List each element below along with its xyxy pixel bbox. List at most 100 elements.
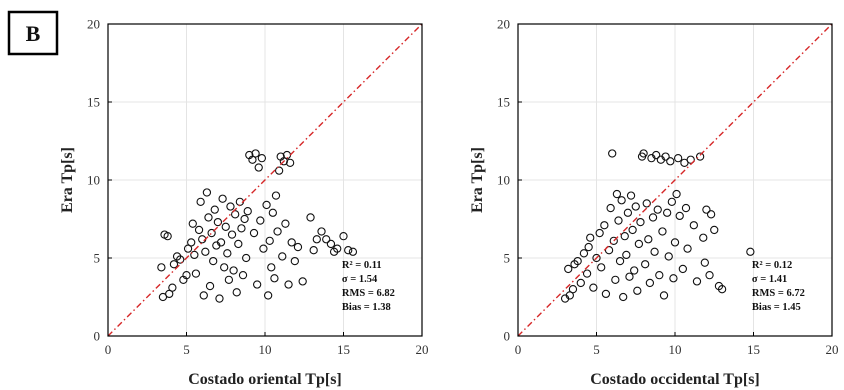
left-data-point-57	[262, 200, 271, 210]
right-data-point-22	[612, 189, 622, 199]
right-data-point-73	[710, 225, 719, 235]
right-data-point-31	[626, 191, 636, 200]
left-y-tick-label-0: 0	[94, 329, 101, 344]
left-data-point-58	[263, 291, 273, 300]
right-x-tick-label-2: 10	[669, 342, 682, 357]
left-data-point-32	[220, 263, 229, 272]
left-data-point-19	[199, 291, 208, 300]
right-data-point-14	[597, 263, 606, 272]
left-data-point-8	[176, 255, 185, 264]
left-data-point-85	[348, 247, 358, 256]
right-data-point-37	[636, 217, 645, 227]
left-data-point-29	[215, 294, 224, 303]
left-data-point-53	[249, 228, 259, 238]
left-data-point-87	[312, 235, 321, 244]
left-data-point-28	[213, 217, 223, 227]
left-data-point-52	[257, 154, 267, 163]
right-data-point-62	[678, 264, 687, 274]
right-data-point-56	[666, 157, 675, 166]
left-data-point-45	[240, 214, 249, 224]
right-data-point-35	[633, 286, 642, 295]
right-data-point-1	[564, 264, 573, 274]
right-data-point-36	[634, 239, 644, 249]
right-data-point-27	[620, 232, 629, 241]
left-data-point-54	[252, 280, 262, 289]
right-data-point-30	[625, 272, 634, 281]
panel-tag-label: B	[26, 21, 41, 46]
left-data-point-34	[223, 249, 232, 258]
left-data-point-50	[251, 149, 260, 158]
right-data-point-41	[642, 199, 651, 208]
right-x-tick-label-3: 15	[747, 342, 760, 357]
left-data-point-1	[163, 232, 172, 241]
right-data-point-75	[717, 285, 727, 294]
right-x-tick-label-0: 0	[515, 342, 522, 357]
right-data-point-45	[648, 213, 658, 222]
right-data-point-20	[609, 236, 618, 245]
left-data-point-78	[309, 246, 318, 255]
right-data-point-76	[746, 247, 755, 256]
right-data-point-26	[619, 292, 628, 302]
left-y-tick-label-1: 5	[94, 251, 101, 266]
right-data-point-23	[614, 216, 623, 225]
right-data-point-42	[644, 235, 653, 244]
right-data-point-71	[702, 205, 711, 214]
left-data-point-26	[210, 205, 219, 214]
left-data-point-80	[322, 235, 331, 244]
right-data-point-18	[606, 203, 615, 213]
left-data-point-71	[281, 219, 290, 228]
right-data-point-53	[661, 152, 670, 161]
right-stats-r2: R² = 0.12	[752, 260, 792, 271]
right-y-tick-label-2: 10	[497, 173, 510, 188]
left-data-point-61	[268, 208, 277, 217]
left-x-axis-title: Costado oriental Tp[s]	[188, 371, 342, 388]
right-data-point-17	[604, 246, 614, 255]
left-data-point-79	[317, 227, 326, 236]
left-data-point-75	[293, 242, 303, 252]
right-data-point-60	[673, 154, 683, 163]
right-data-point-54	[663, 208, 672, 217]
right-y-tick-label-1: 5	[504, 251, 511, 266]
left-data-point-15	[191, 269, 201, 278]
left-reference-line	[107, 23, 423, 337]
left-y-tick-label-2: 10	[87, 173, 100, 188]
right-stats-sigma: σ = 1.41	[752, 274, 787, 285]
left-y-axis-title: Era Tp[s]	[59, 147, 76, 213]
left-stats-rms: RMS = 6.82	[342, 288, 395, 299]
left-stats-bias: Bias = 1.38	[342, 302, 391, 313]
left-data-point-46	[242, 253, 251, 263]
right-data-point-19	[608, 149, 617, 158]
left-data-point-35	[224, 275, 234, 284]
right-data-point-24	[615, 256, 625, 266]
right-x-tick-label-1: 5	[593, 342, 600, 357]
left-data-point-36	[226, 202, 235, 211]
right-y-tick-label-4: 20	[497, 17, 510, 32]
left-data-point-13	[188, 219, 197, 228]
left-data-point-20	[201, 247, 210, 256]
right-stats-rms: RMS = 6.72	[752, 288, 805, 299]
right-data-point-77	[700, 258, 709, 267]
right-data-point-59	[670, 238, 680, 247]
left-data-point-31	[218, 194, 227, 203]
right-y-tick-label-0: 0	[504, 329, 511, 344]
right-data-point-11	[589, 283, 598, 292]
left-data-point-73	[287, 238, 296, 247]
left-data-point-70	[278, 252, 287, 261]
left-data-point-21	[202, 188, 212, 197]
left-data-point-47	[243, 207, 252, 216]
right-data-point-8	[582, 269, 592, 278]
left-data-point-74	[290, 256, 299, 266]
right-reference-line	[517, 23, 833, 337]
right-data-point-66	[686, 155, 695, 164]
left-data-point-14	[190, 250, 199, 260]
right-data-point-39	[639, 149, 648, 158]
right-data-point-29	[623, 208, 633, 217]
right-data-point-16	[601, 289, 611, 299]
right-data-point-5	[573, 256, 582, 266]
left-data-point-59	[265, 236, 274, 245]
right-data-point-68	[692, 277, 702, 286]
left-data-point-62	[270, 274, 279, 283]
left-data-point-77	[306, 213, 315, 222]
